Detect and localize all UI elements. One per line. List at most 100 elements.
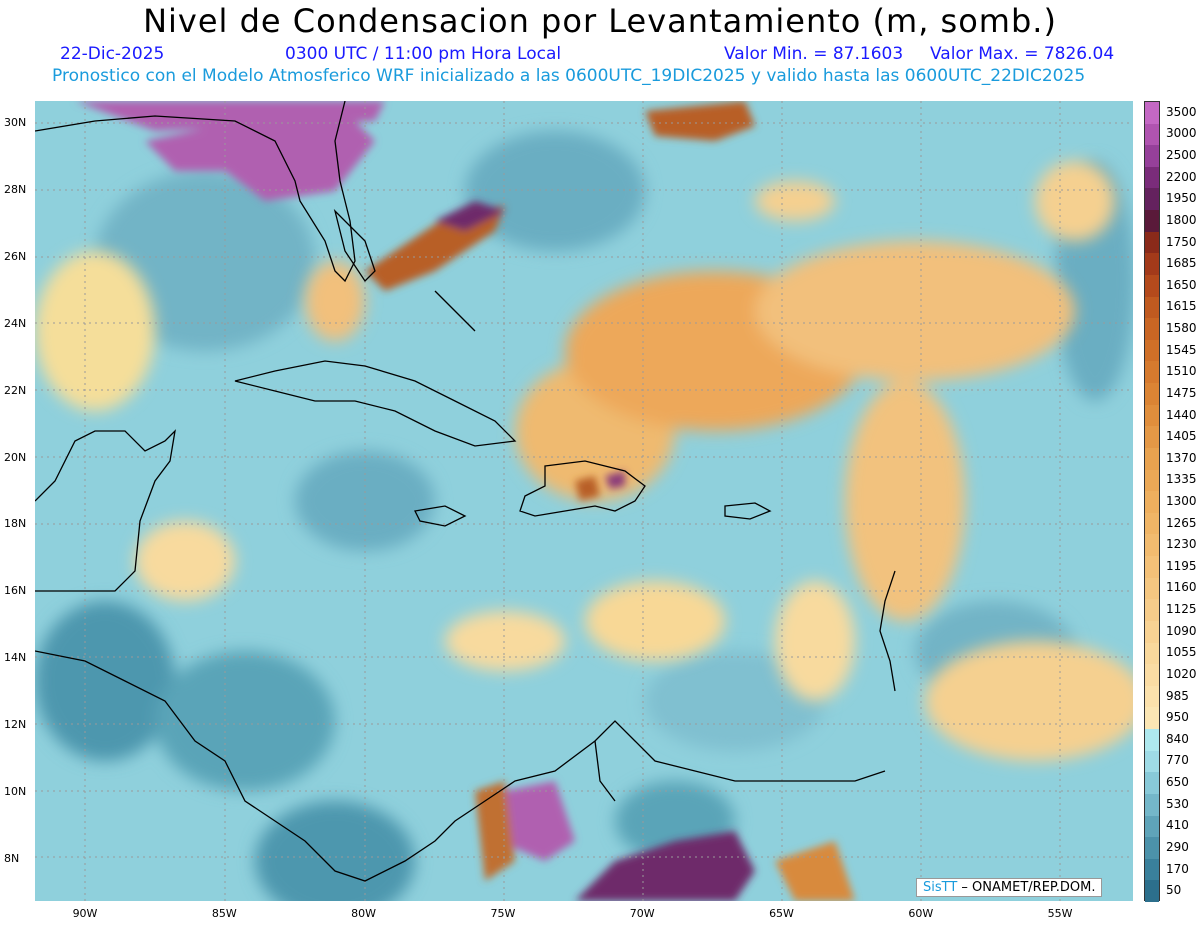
lat-label-16N: 16N <box>4 584 27 598</box>
colorbar-label: 950 <box>1166 710 1189 725</box>
lat-label-10N: 10N <box>4 785 27 798</box>
colorbar-segment <box>1145 123 1159 146</box>
lon-label-70W: 70W <box>629 907 655 920</box>
colorbar-label: 650 <box>1166 775 1189 790</box>
colorbar-segment <box>1145 620 1159 644</box>
colorbar-label: 1950 <box>1166 191 1197 206</box>
colorbar-label: 50 <box>1166 883 1182 898</box>
colorbar-segment <box>1145 296 1159 319</box>
max-value: Valor Max. = 7826.04 <box>930 44 1115 64</box>
colorbar-label: 1475 <box>1166 385 1197 400</box>
colorbar-segment <box>1145 512 1159 535</box>
colorbar-label: 1090 <box>1166 623 1197 638</box>
colorbar-label: 1335 <box>1166 472 1197 487</box>
colorbar-segment <box>1145 491 1159 514</box>
colorbar-segment <box>1145 426 1159 449</box>
lon-label-60W: 60W <box>908 907 934 920</box>
colorbar-label: 170 <box>1166 861 1189 876</box>
lon-label-65W: 65W <box>769 907 794 920</box>
min-value: Valor Min. = 87.1603 <box>724 44 904 64</box>
lat-label-28N: 28N <box>4 182 27 196</box>
credit-label: SisTT – ONAMET/REP.DOM. <box>916 878 1103 897</box>
colorbar-label: 2200 <box>1166 169 1197 184</box>
colorbar-label: 1440 <box>1166 407 1197 422</box>
colorbar-segment <box>1145 880 1159 903</box>
colorbar-label: 1020 <box>1166 666 1197 681</box>
colorbar-segment <box>1145 685 1159 708</box>
colorbar-label: 410 <box>1166 818 1189 833</box>
colorbar-label: 1615 <box>1166 299 1197 314</box>
colorbar-label: 985 <box>1166 688 1189 703</box>
lon-label-90W: 90W <box>72 907 98 920</box>
colorbar-label: 1300 <box>1166 494 1197 508</box>
colorbar-segment <box>1145 166 1159 189</box>
colorbar-segment <box>1145 556 1159 579</box>
colorbar-segment <box>1145 404 1159 427</box>
colorbar-label: 1055 <box>1166 645 1197 660</box>
colorbar-label: 1160 <box>1166 580 1197 595</box>
colorbar-segment <box>1145 642 1159 665</box>
colorbar-segment <box>1145 815 1159 838</box>
colorbar-segment <box>1145 793 1159 816</box>
colorbar-label: 1510 <box>1166 364 1197 379</box>
colorbar-segment <box>1145 188 1159 211</box>
colorbar-label: 1405 <box>1166 429 1197 444</box>
lat-label-26N: 26N <box>4 249 27 263</box>
colorbar-segment <box>1145 145 1159 168</box>
colorbar-segment <box>1145 361 1159 384</box>
colorbar-segment <box>1145 837 1159 860</box>
colorbar-segment <box>1145 102 1159 125</box>
colorbar-segment <box>1145 210 1159 233</box>
lat-label-14N: 14N <box>4 651 27 665</box>
colorbar-label: 1800 <box>1166 212 1197 227</box>
lat-label-24N: 24N <box>4 316 27 330</box>
colorbar <box>1144 101 1160 903</box>
colorbar-label: 3000 <box>1166 126 1197 141</box>
colorbar-label: 1685 <box>1166 256 1197 271</box>
colorbar-label: 1230 <box>1166 537 1197 552</box>
colorbar-segment <box>1145 577 1159 600</box>
colorbar-segment <box>1145 253 1159 276</box>
colorbar-segment <box>1145 318 1159 341</box>
colorbar-label: 1265 <box>1166 515 1197 530</box>
lat-label-20N: 20N <box>4 450 27 464</box>
lon-label-80W: 80W <box>351 907 377 920</box>
map-title: Nivel de Condensacion por Levantamiento … <box>143 2 1057 40</box>
colorbar-label: 1545 <box>1166 342 1197 357</box>
colorbar-segment <box>1145 599 1159 622</box>
colorbar-segment <box>1145 274 1159 298</box>
colorbar-segment <box>1145 339 1159 362</box>
lat-label-12N: 12N <box>4 718 27 732</box>
colorbar-segment <box>1145 858 1159 881</box>
model-subtitle: Pronostico con el Modelo Atmosferico WRF… <box>52 66 1086 86</box>
forecast-time: 0300 UTC / 11:00 pm Hora Local <box>285 44 562 64</box>
colorbar-segment <box>1145 447 1159 471</box>
colorbar-label: 3500 <box>1166 104 1197 119</box>
colorbar-segment <box>1145 707 1159 730</box>
colorbar-label: 530 <box>1166 796 1189 811</box>
colorbar-label: 1580 <box>1166 321 1197 336</box>
lat-label-18N: 18N <box>4 517 27 531</box>
colorbar-segment <box>1145 729 1159 752</box>
map-canvas <box>35 101 1133 901</box>
colorbar-label: 1750 <box>1166 234 1197 249</box>
colorbar-segment <box>1145 231 1159 254</box>
sis-logo-text: SisTT <box>923 880 958 895</box>
lon-label-75W: 75W <box>490 907 516 920</box>
colorbar-label: 840 <box>1166 731 1189 746</box>
colorbar-label: 2500 <box>1166 148 1197 163</box>
colorbar-label: 290 <box>1166 839 1189 854</box>
colorbar-segment <box>1145 383 1159 406</box>
colorbar-label: 1125 <box>1166 602 1197 617</box>
lat-label-30N: 30N <box>4 116 27 129</box>
lat-label-8N: 8N <box>4 851 20 865</box>
colorbar-segment <box>1145 750 1159 773</box>
colorbar-label: 770 <box>1166 753 1189 768</box>
colorbar-label: 1650 <box>1166 277 1197 292</box>
colorbar-label: 1195 <box>1166 558 1197 573</box>
forecast-date: 22-Dic-2025 <box>60 44 165 64</box>
lon-label-85W: 85W <box>211 907 237 920</box>
colorbar-label: 1370 <box>1166 450 1197 465</box>
colorbar-segment <box>1145 772 1159 795</box>
lat-label-22N: 22N <box>4 383 27 397</box>
